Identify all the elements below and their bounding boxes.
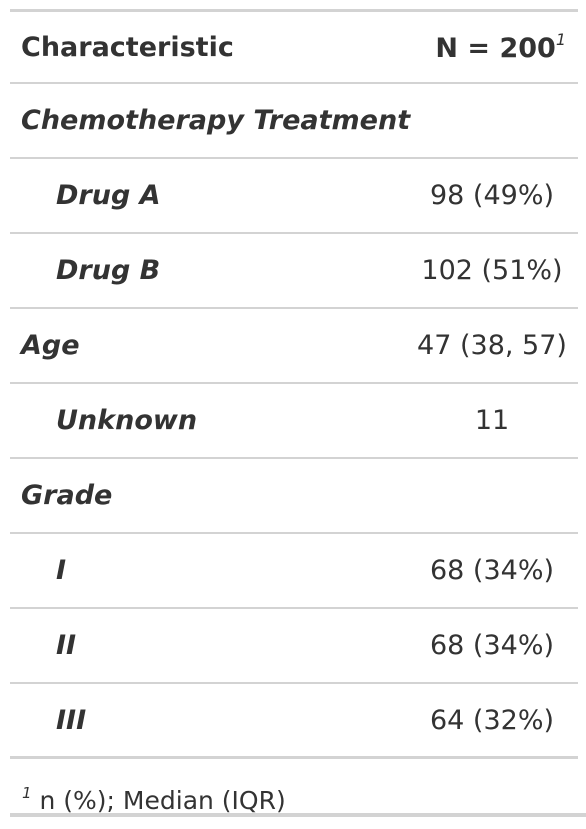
column-header-characteristic: Characteristic [21,31,234,63]
table-row: Drug A 98 (49%) [10,159,578,234]
row-label: Age [21,330,80,361]
column-header-n: N = 2001 [366,30,578,64]
row-value: 68 (34%) [429,630,555,661]
row-value: 68 (34%) [429,555,555,586]
row-label: Chemotherapy Treatment [21,105,411,136]
table-header-row: Characteristic N = 2001 [10,12,578,84]
row-value: 98 (49%) [429,180,555,211]
footnote-mark: 1 [22,784,32,802]
table-row: Chemotherapy Treatment [10,84,578,159]
table-footnote: 1 n (%); Median (IQR) [10,765,586,817]
row-value: 47 (38, 57) [417,330,567,361]
row-label: Grade [21,480,113,511]
summary-table: Characteristic N = 2001 Chemotherapy Tre… [10,9,578,759]
row-label: I [56,555,67,586]
row-label: Drug B [56,255,161,286]
row-label: Drug A [56,180,161,211]
table-row: Age 47 (38, 57) [10,309,578,384]
row-value: 11 [474,405,510,436]
row-value: 64 (32%) [429,704,555,736]
table-row: I 68 (34%) [10,534,578,609]
table-row: Drug B 102 (51%) [10,234,578,309]
row-label: III [56,704,87,736]
table-row: II 68 (34%) [10,609,578,684]
row-label: II [56,630,77,661]
row-value: 102 (51%) [421,255,563,286]
table-row: Unknown 11 [10,384,578,459]
column-header-n-text: N = 200 [435,33,556,64]
footnote-mark: 1 [555,30,566,49]
footnote-text: n (%); Median (IQR) [39,786,286,815]
row-label: Unknown [56,405,198,436]
table-row: III 64 (32%) [10,684,578,759]
table-row: Grade [10,459,578,534]
